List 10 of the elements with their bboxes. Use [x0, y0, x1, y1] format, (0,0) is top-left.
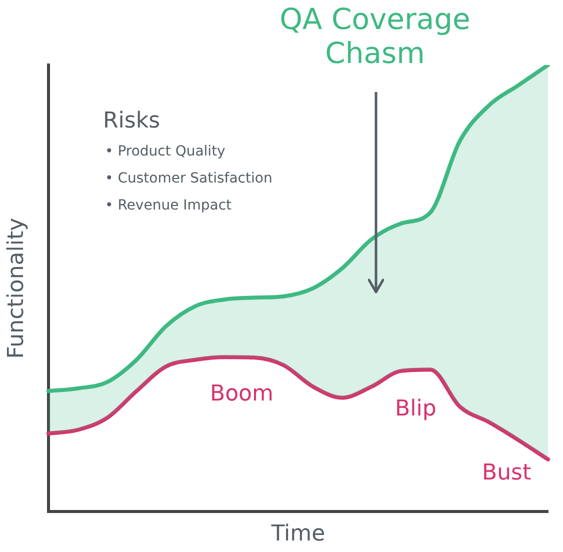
x-axis-title: Time	[270, 522, 326, 547]
annotation: Bust	[482, 460, 532, 486]
annotation: • Revenue Impact	[105, 198, 232, 214]
chart-title: QA Coverage Chasm	[278, 2, 472, 70]
annotation: • Product Quality	[105, 144, 226, 160]
annotation: Blip	[395, 396, 436, 422]
y-axis-title: Functionality	[4, 218, 29, 359]
annotation: Risks	[103, 108, 160, 134]
annotation: Boom	[210, 382, 274, 407]
annotation: • Customer Satisfaction	[105, 170, 272, 187]
